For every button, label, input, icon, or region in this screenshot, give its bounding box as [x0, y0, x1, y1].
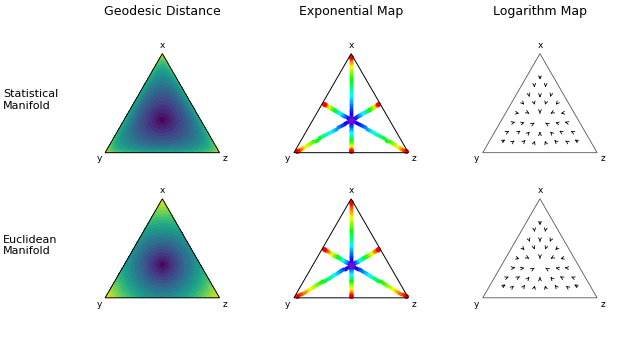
Text: Logarithm Map: Logarithm Map — [493, 5, 587, 18]
Text: z: z — [223, 154, 228, 164]
Text: Euclidean
Manifold: Euclidean Manifold — [3, 235, 58, 256]
Text: x: x — [159, 41, 165, 50]
Text: z: z — [412, 154, 417, 164]
Text: Statistical
Manifold: Statistical Manifold — [3, 90, 58, 111]
Text: z: z — [412, 299, 417, 309]
Text: x: x — [159, 186, 165, 195]
Text: Exponential Map: Exponential Map — [299, 5, 403, 18]
Text: z: z — [223, 299, 228, 309]
Text: y: y — [285, 299, 291, 309]
Text: z: z — [600, 154, 605, 164]
Text: x: x — [348, 186, 354, 195]
Text: Geodesic Distance: Geodesic Distance — [104, 5, 221, 18]
Text: y: y — [474, 154, 479, 164]
Text: y: y — [97, 299, 102, 309]
Text: y: y — [285, 154, 291, 164]
Text: x: x — [537, 186, 543, 195]
Text: x: x — [537, 41, 543, 50]
Text: z: z — [600, 299, 605, 309]
Text: x: x — [348, 41, 354, 50]
Text: y: y — [474, 299, 479, 309]
Text: y: y — [97, 154, 102, 164]
